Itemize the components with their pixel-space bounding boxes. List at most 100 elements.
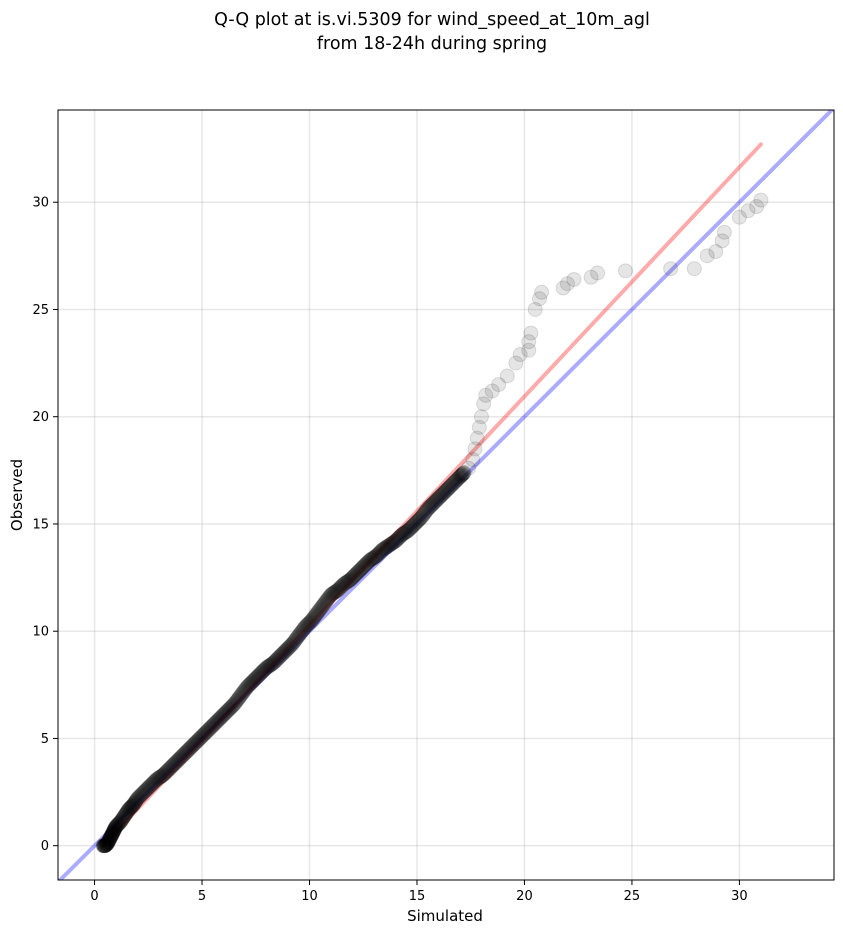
qq-point xyxy=(295,622,311,638)
qq-point xyxy=(300,616,316,632)
qq-point xyxy=(753,192,769,208)
qq-point xyxy=(414,508,430,524)
qq-point xyxy=(346,568,362,584)
qq-point xyxy=(308,607,324,623)
qq-point xyxy=(262,658,278,674)
identity-line xyxy=(58,110,834,880)
qq-point xyxy=(112,814,128,830)
qq-point xyxy=(141,779,157,795)
qq-point xyxy=(424,497,440,513)
qq-point xyxy=(106,822,122,838)
qq-point xyxy=(105,825,121,841)
x-tick-label: 30 xyxy=(731,889,748,904)
qq-point xyxy=(398,524,414,540)
qq-point xyxy=(266,655,282,671)
qq-point xyxy=(202,720,218,736)
qq-point xyxy=(152,769,168,785)
qq-point xyxy=(350,564,366,580)
qq-point xyxy=(168,754,184,770)
qq-point xyxy=(285,635,301,651)
qq-point xyxy=(415,507,431,523)
qq-point xyxy=(148,772,164,788)
qq-point xyxy=(186,736,202,752)
qq-point xyxy=(208,715,224,731)
qq-point xyxy=(256,662,272,678)
y-tick-label: 5 xyxy=(41,732,49,747)
qq-point xyxy=(105,824,121,840)
qq-point xyxy=(170,752,186,768)
qq-point xyxy=(387,533,403,549)
qq-point xyxy=(465,452,481,468)
qq-point xyxy=(250,669,266,685)
x-tick-label: 25 xyxy=(624,889,641,904)
qq-point xyxy=(102,831,118,847)
qq-point xyxy=(313,601,329,617)
qq-point xyxy=(219,703,235,719)
qq-point xyxy=(220,703,236,719)
qq-point xyxy=(328,584,344,600)
qq-point xyxy=(284,636,300,652)
qq-point xyxy=(200,723,216,739)
qq-point xyxy=(139,781,155,797)
qq-point xyxy=(342,572,358,588)
qq-point xyxy=(425,496,441,512)
qq-point xyxy=(99,836,115,852)
qq-point xyxy=(163,760,179,776)
qq-point xyxy=(302,614,318,630)
qq-point xyxy=(265,655,281,671)
qq-point xyxy=(236,683,252,699)
qq-point xyxy=(375,541,391,557)
qq-point xyxy=(716,224,732,240)
qq-point xyxy=(174,748,190,764)
qq-point xyxy=(207,715,223,731)
qq-point xyxy=(105,824,121,840)
qq-point xyxy=(288,631,304,647)
qq-point xyxy=(454,467,470,483)
qq-point xyxy=(431,490,447,506)
qq-point xyxy=(121,801,137,817)
qq-point xyxy=(432,489,448,505)
qq-point xyxy=(109,818,125,834)
qq-point xyxy=(331,581,347,597)
qq-point xyxy=(254,664,270,680)
qq-point xyxy=(446,475,462,491)
qq-point xyxy=(349,565,365,581)
qq-point xyxy=(234,685,250,701)
qq-point xyxy=(337,575,353,591)
qq-point xyxy=(404,518,420,534)
qq-point xyxy=(98,837,114,853)
y-tick-label: 25 xyxy=(32,303,49,318)
qq-point xyxy=(320,591,336,607)
qq-point xyxy=(107,821,123,837)
qq-point xyxy=(107,820,123,836)
qq-point xyxy=(158,764,174,780)
qq-point xyxy=(126,795,142,811)
qq-point xyxy=(124,798,140,814)
qq-point xyxy=(106,823,122,839)
qq-point xyxy=(181,741,197,757)
qq-point xyxy=(354,560,370,576)
qq-point xyxy=(112,815,128,831)
qq-point xyxy=(110,817,126,833)
qq-point xyxy=(374,542,390,558)
qq-point xyxy=(282,638,298,654)
qq-point xyxy=(378,540,394,556)
qq-point xyxy=(388,532,404,548)
qq-point xyxy=(128,793,144,809)
qq-point xyxy=(213,709,229,725)
qq-point xyxy=(351,563,367,579)
qq-point xyxy=(303,613,319,629)
qq-point xyxy=(216,707,232,723)
qq-point xyxy=(300,616,316,632)
qq-point xyxy=(373,543,389,559)
qq-point xyxy=(235,684,251,700)
qq-point xyxy=(137,783,153,799)
qq-point xyxy=(448,473,464,489)
qq-point xyxy=(383,536,399,552)
qq-point xyxy=(309,605,325,621)
qq-point xyxy=(731,209,747,225)
qq-point xyxy=(420,501,436,517)
qq-point xyxy=(714,233,730,249)
qq-point xyxy=(583,269,599,285)
